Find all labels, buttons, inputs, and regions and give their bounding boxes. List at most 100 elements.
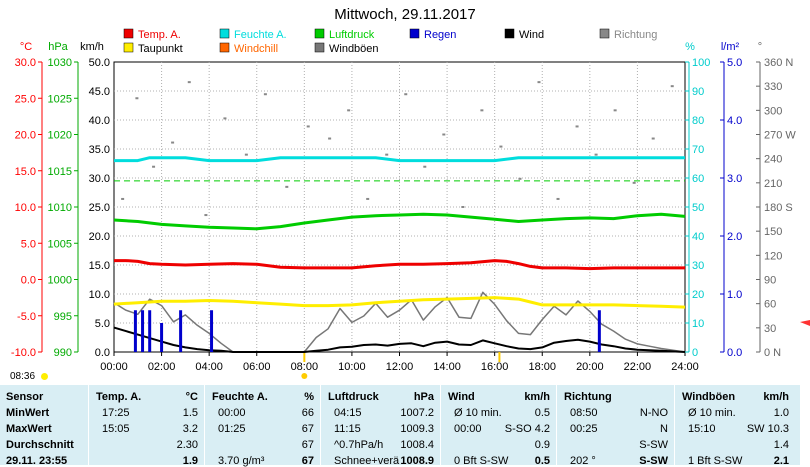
row-label-min: MinWert — [6, 407, 50, 419]
summary-separator — [204, 385, 205, 465]
legend-label: Luftdruck — [329, 29, 375, 41]
summary-cell-value: 66 — [301, 407, 314, 419]
summary-table: Sensor MinWert MaxWert Durchschnitt 29.1… — [0, 385, 800, 467]
summary-cell-value: 67 — [301, 455, 314, 467]
summary-header: Feuchte A. — [212, 391, 268, 403]
summary-col-pressure: Luftdruck hPa 04:15 1007.2 11:15 1009.3 ^0.7hP… — [324, 385, 438, 467]
legend-swatch — [219, 42, 230, 53]
direction-tick-label: 240 — [764, 154, 782, 166]
legend-label: Feuchte A. — [234, 29, 287, 41]
x-tick-label: 02:00 — [148, 361, 176, 373]
summary-col-gusts: Windböen km/h Ø 10 min. 1.0 15:10 SW 10.3 1.4 1… — [678, 385, 793, 467]
x-tick-label: 16:00 — [481, 361, 509, 373]
summary-cell-time: Ø 10 min. — [454, 407, 502, 419]
temp-tick-label: -5.0 — [17, 311, 36, 323]
direction-tick-label: 120 — [764, 250, 782, 262]
legend: Temp. A. Feuchte A. Luftdruck Regen Wind Rich… — [123, 28, 657, 55]
pressure-tick-label: 990 — [54, 347, 72, 359]
rain-bar — [160, 323, 164, 352]
temp-tick-label: 25.0 — [15, 93, 36, 105]
humidity-tick-label: 80 — [692, 115, 704, 127]
x-tick-label: 08:00 — [291, 361, 319, 373]
pressure-tick-label: 1025 — [48, 93, 72, 105]
summary-unit: hPa — [413, 391, 434, 403]
direction-point — [632, 181, 636, 184]
direction-tick-label: 330 — [764, 81, 782, 93]
wind-tick-label: 5.0 — [95, 318, 110, 330]
summary-cell-value: N-NO — [639, 407, 668, 419]
direction-tick-label: 60 — [764, 299, 776, 311]
row-label-current: 29.11. 23:55 — [6, 455, 68, 467]
direction-point — [423, 165, 427, 168]
legend-swatch — [123, 28, 134, 39]
row-label-avg: Durchschnitt — [6, 439, 74, 451]
summary-cell-time: ^0.7hPa/h — [334, 439, 384, 451]
summary-cell-value: S-SO 4.2 — [504, 423, 550, 435]
summary-cell-value: S-SW — [639, 455, 668, 467]
wind-axis-label: km/h — [80, 41, 104, 53]
summary-cell-value: 1.0 — [773, 407, 789, 419]
direction-point — [461, 206, 465, 208]
wind-tick-label: 50.0 — [89, 57, 110, 69]
summary-col-temp: Temp. A. °C 17:25 1.5 15:05 3.2 2.30 1.9 — [92, 385, 202, 467]
summary-cell-time: 17:25 — [102, 407, 130, 419]
direction-point — [285, 185, 289, 188]
direction-tick-label: 30 — [764, 323, 776, 335]
direction-point — [575, 125, 579, 128]
direction-point — [135, 97, 139, 100]
direction-point — [204, 214, 208, 217]
temp-tick-label: 15.0 — [15, 166, 36, 178]
rain-tick-label: 1.0 — [727, 289, 742, 301]
x-tick-label: 04:00 — [195, 361, 223, 373]
summary-cell-time: 202 ° — [570, 455, 596, 467]
wind-tick-label: 0.0 — [95, 347, 110, 359]
rain-bar — [597, 310, 601, 352]
sun-icon — [41, 373, 48, 380]
rain-tick-label: 2.0 — [727, 231, 742, 243]
summary-header: Luftdruck — [328, 391, 379, 403]
direction-point — [328, 137, 332, 140]
summary-col-wind: Wind km/h Ø 10 min. 0.5 00:00 S-SO 4.2 0.9 0 Bf… — [444, 385, 554, 467]
summary-cell-value: 3.2 — [182, 423, 198, 435]
current-time: 08:36 — [10, 371, 36, 382]
x-tick-label: 14:00 — [433, 361, 461, 373]
direction-tick-label: 90 — [764, 275, 776, 287]
pressure-tick-label: 1020 — [48, 130, 72, 142]
summary-header: Temp. A. — [96, 391, 142, 403]
summary-cell-value: 0.9 — [534, 439, 550, 451]
x-tick-label: 24:00 — [671, 361, 699, 373]
direction-point — [613, 109, 617, 112]
summary-separator — [320, 385, 321, 465]
wind-tick-label: 40.0 — [89, 115, 110, 127]
summary-cell-value: 2.30 — [176, 439, 198, 451]
pressure-tick-label: 1010 — [48, 202, 72, 214]
legend-swatch — [409, 28, 420, 39]
rain-bar — [210, 310, 214, 352]
direction-axis-label: ° — [758, 41, 762, 53]
summary-cell-value: S-SW — [639, 439, 668, 451]
summary-separator — [440, 385, 441, 465]
direction-point — [263, 93, 267, 96]
summary-cell-time: 08:50 — [570, 407, 598, 419]
wind-tick-label: 20.0 — [89, 231, 110, 243]
wind-dir-marker — [800, 320, 810, 326]
pressure-tick-label: 1015 — [48, 166, 72, 178]
direction-tick-label: 180 S — [764, 202, 793, 214]
summary-cell-value: 1008.9 — [400, 455, 434, 467]
direction-tick-label: 300 — [764, 105, 782, 117]
direction-point — [594, 153, 598, 156]
summary-separator — [556, 385, 557, 465]
humidity-tick-label: 70 — [692, 144, 704, 156]
summary-unit: km/h — [524, 391, 550, 403]
direction-point — [306, 125, 310, 128]
summary-header: Windböen — [682, 391, 736, 403]
x-tick-label: 22:00 — [624, 361, 652, 373]
humidity-tick-label: 100 — [692, 57, 710, 69]
temp-tick-label: 10.0 — [15, 202, 36, 214]
summary-cell-value: 0.5 — [534, 455, 550, 467]
x-tick-label: 18:00 — [528, 361, 556, 373]
pressure-series-line — [113, 212, 686, 231]
summary-col-humidity: Feuchte A.% 00:00 66 01:25 67 67 3.70 g/m³ 67 — [208, 385, 318, 467]
humidity-tick-label: 20 — [692, 289, 704, 301]
direction-point — [366, 197, 370, 200]
